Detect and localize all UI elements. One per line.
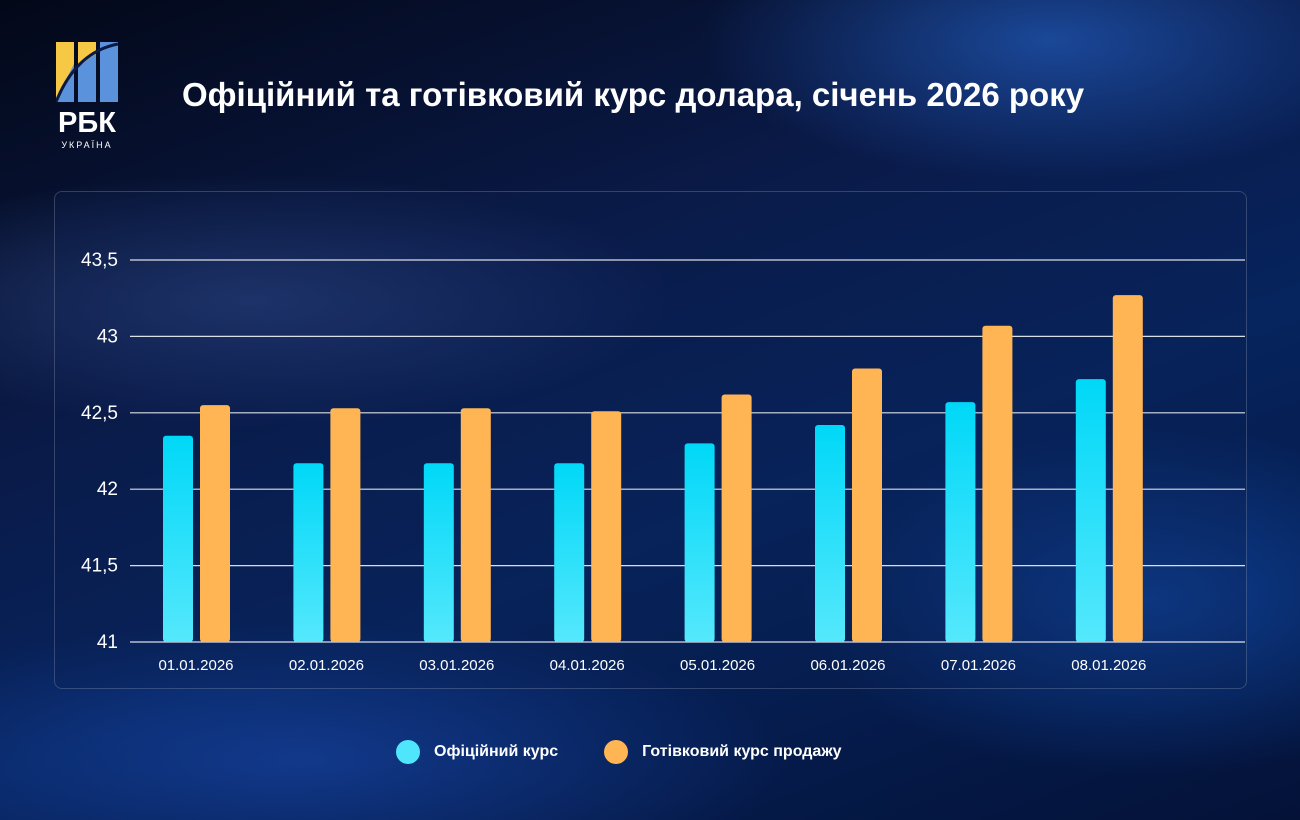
bar-official: [163, 435, 193, 642]
x-tick-label: 03.01.2026: [419, 657, 494, 674]
bar-cash: [721, 394, 752, 642]
bar-official: [945, 402, 976, 642]
legend-item-cash: Готівковий курс продажу: [604, 740, 842, 764]
y-tick-label: 42,5: [81, 403, 118, 424]
bar-official: [423, 463, 454, 642]
legend-label-cash: Готівковий курс продажу: [642, 743, 842, 760]
x-tick-label: 08.01.2026: [1071, 657, 1146, 674]
legend: Офіційний курс Готівковий курс продажу: [396, 740, 842, 764]
legend-item-official: Офіційний курс: [396, 740, 558, 764]
x-tick-label: 07.01.2026: [941, 657, 1016, 674]
bar-official: [1075, 379, 1106, 642]
logo-text: РБК: [58, 107, 116, 139]
y-tick-label: 41,5: [81, 556, 118, 577]
x-tick-label: 04.01.2026: [550, 657, 625, 674]
bar-cash: [330, 408, 361, 642]
legend-label-official: Офіційний курс: [434, 743, 559, 760]
x-tick-label: 02.01.2026: [289, 657, 364, 674]
bar-official: [293, 463, 324, 642]
x-tick-label: 05.01.2026: [680, 657, 755, 674]
y-tick-label: 43,5: [81, 250, 118, 271]
chart-panel: [54, 191, 1247, 689]
bar-cash: [591, 411, 622, 642]
legend-swatch-official: [396, 740, 420, 764]
bar-cash: [200, 405, 230, 642]
y-tick-label: 41: [97, 632, 118, 653]
legend-swatch-cash: [604, 740, 629, 764]
chart-title: Офіційний та готівковий курс долара, січ…: [182, 76, 1085, 113]
bar-official: [554, 463, 585, 642]
bar-cash: [982, 325, 1013, 642]
bar-cash: [460, 408, 491, 642]
x-tick-label: 01.01.2026: [158, 657, 233, 674]
bar-official: [684, 443, 715, 642]
bar-cash: [1112, 295, 1143, 642]
bar-cash: [852, 368, 882, 642]
logo-subtext: УКРАЇНА: [61, 140, 112, 150]
y-tick-label: 43: [97, 326, 118, 347]
bar-official: [815, 425, 845, 642]
y-tick-label: 42: [97, 479, 118, 500]
x-tick-label: 06.01.2026: [810, 657, 885, 674]
rbc-logo: РБК УКРАЇНА: [56, 42, 119, 150]
